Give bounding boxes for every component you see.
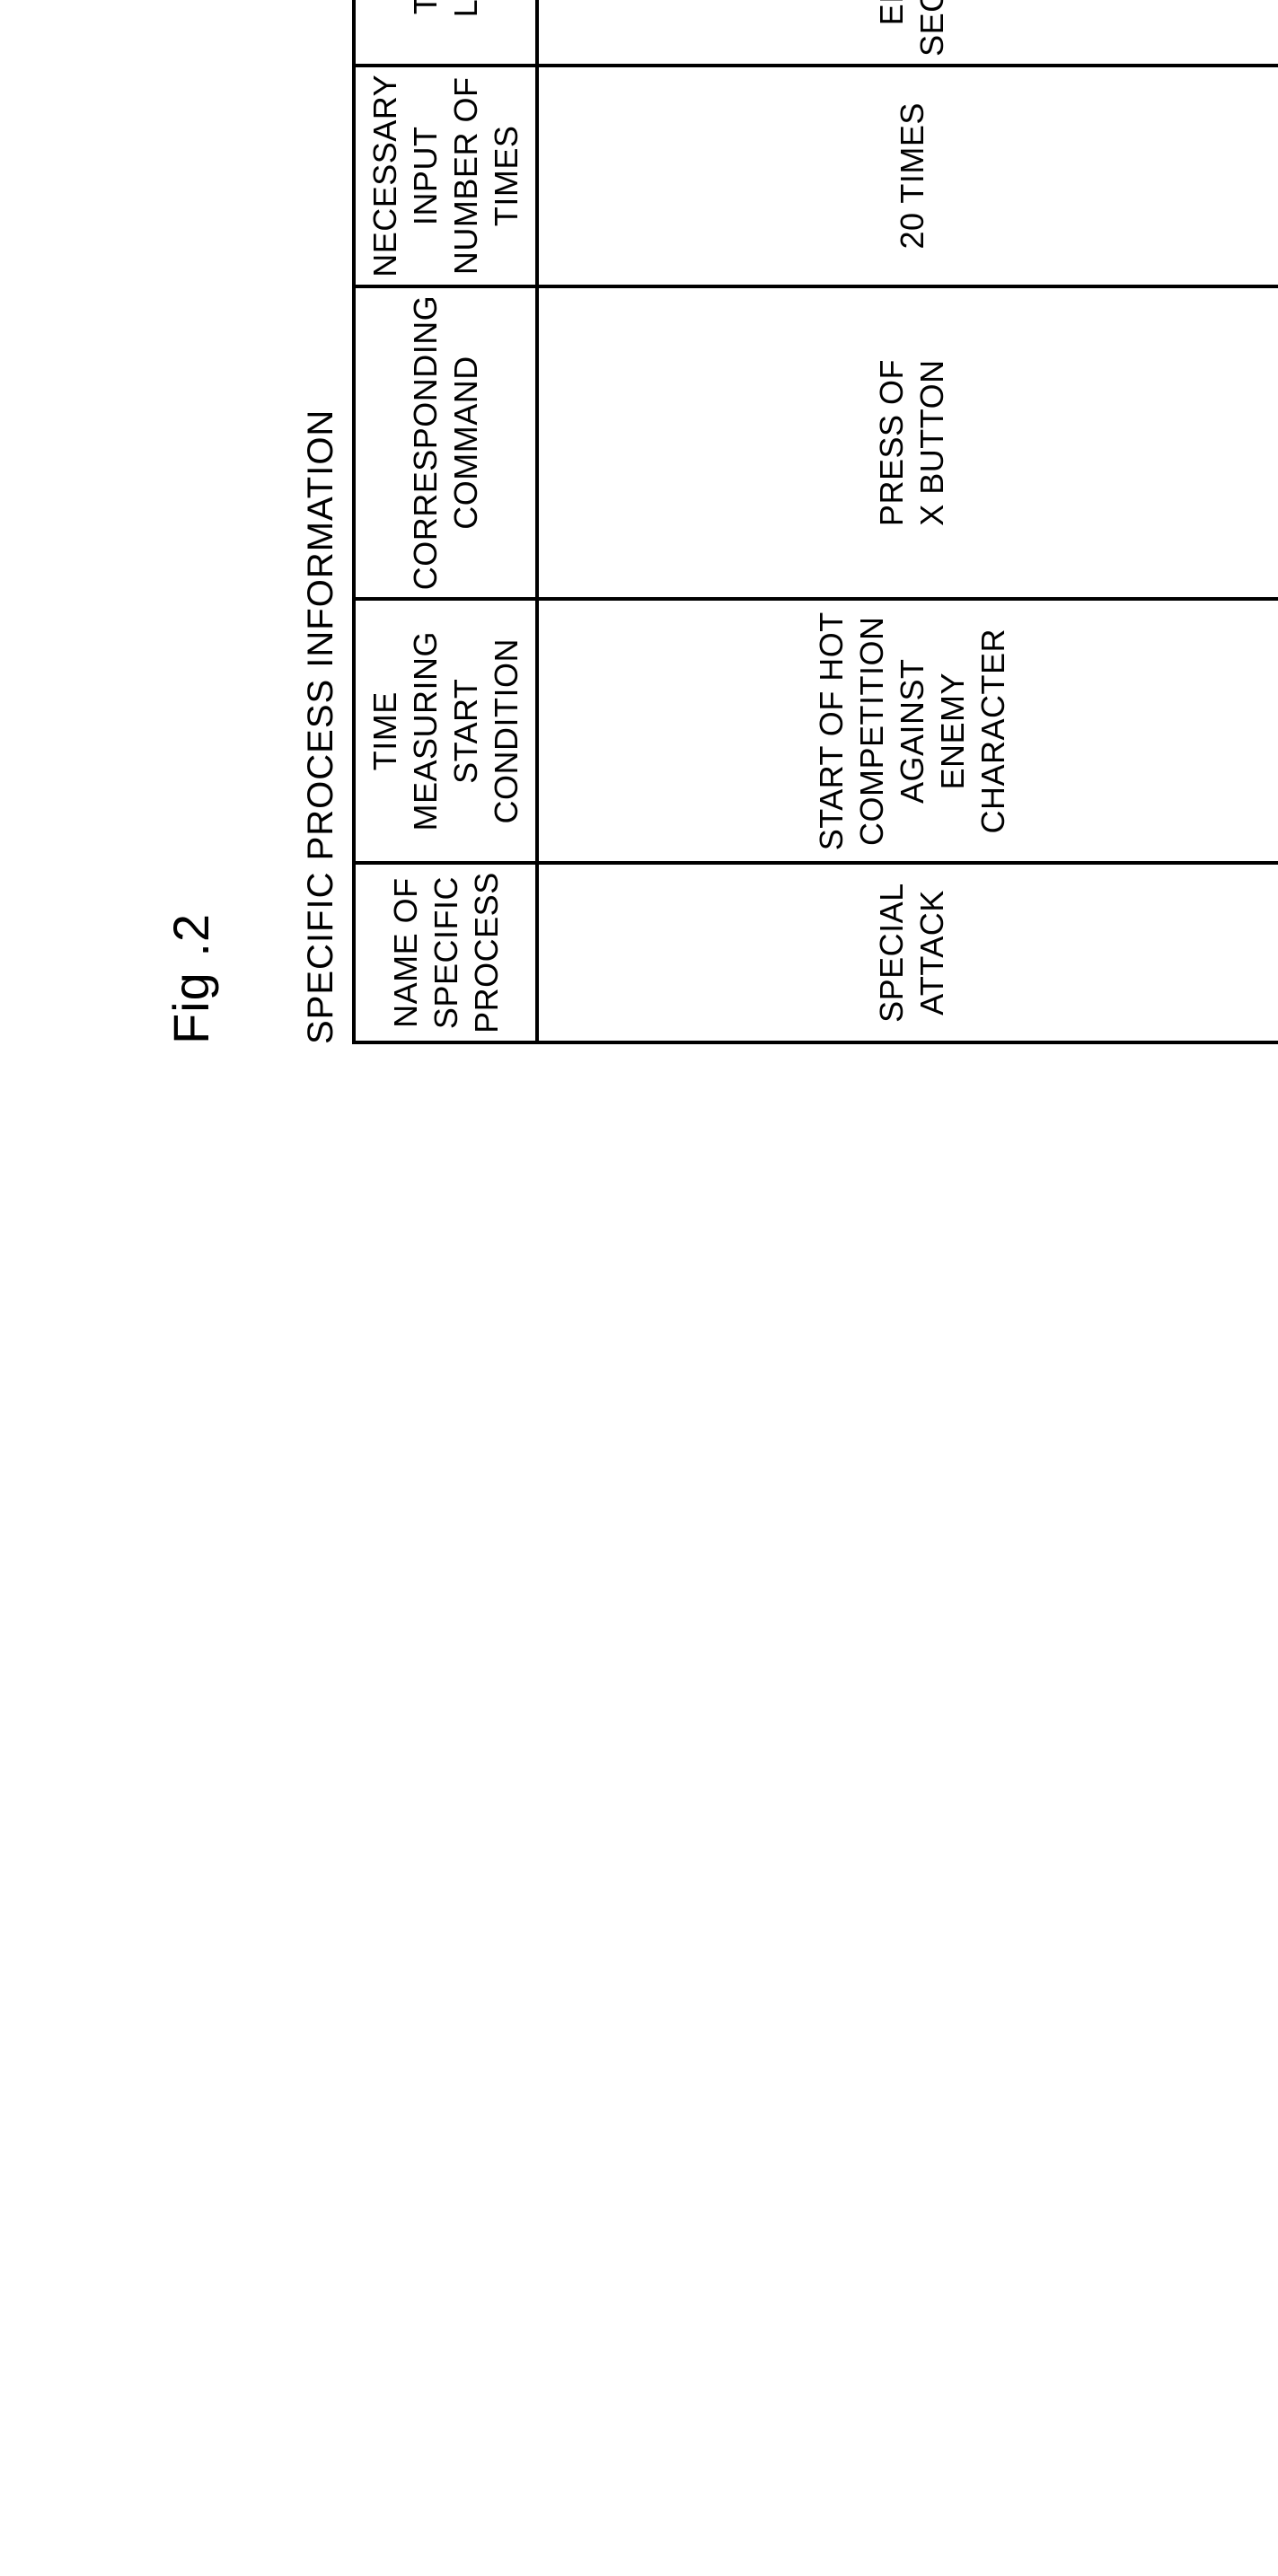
col-header-start: TIME MEASURINGSTARTCONDITION — [354, 599, 537, 863]
specific-process-table: NAME OFSPECIFICPROCESS TIME MEASURINGSTA… — [352, 0, 1278, 1044]
cell-tlimit: EIGHTSECONDS — [537, 0, 1278, 66]
col-header-name: NAME OFSPECIFICPROCESS — [354, 863, 537, 1042]
cell-cmd: PRESS OFX BUTTON — [537, 286, 1278, 600]
col-header-cmd: CORRESPONDINGCOMMAND — [354, 286, 537, 600]
table-title: SPECIFIC PROCESS INFORMATION — [301, 0, 341, 1044]
cell-name: SPECIALATTACK — [537, 863, 1278, 1042]
page-wrapper: Fig .2 SPECIFIC PROCESS INFORMATION NAME… — [0, 0, 1278, 1278]
cell-start: START OF HOTCOMPETITIONAGAINSTENEMYCHARA… — [537, 599, 1278, 863]
cell-ninput: 20 TIMES — [537, 66, 1278, 286]
col-header-ninput: NECESSARYINPUTNUMBER OFTIMES — [354, 66, 537, 286]
table-row: SPECIALATTACK START OF HOTCOMPETITIONAGA… — [537, 0, 1278, 1042]
figure-label: Fig .2 — [162, 0, 220, 1044]
col-header-tlimit: TIME LIMIT — [354, 0, 537, 66]
table-header-row: NAME OFSPECIFICPROCESS TIME MEASURINGSTA… — [354, 0, 537, 1042]
